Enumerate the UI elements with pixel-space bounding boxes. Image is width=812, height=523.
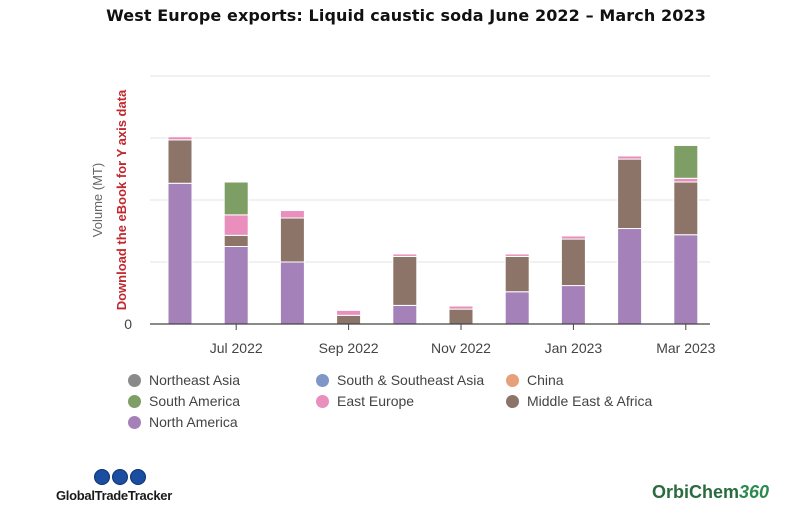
legend-item[interactable]: East Europe <box>316 393 506 409</box>
bar-segment <box>167 139 193 184</box>
bar-segment <box>336 309 362 316</box>
legend-label: China <box>527 372 564 388</box>
bar-segment <box>560 285 586 325</box>
bar-segment <box>392 255 418 306</box>
legend-marker-icon <box>128 373 141 387</box>
bar-segment <box>392 253 418 257</box>
legend-label: South America <box>149 393 241 409</box>
bar-segment <box>617 158 643 230</box>
legend-label: North America <box>149 414 238 430</box>
bar-segment <box>448 305 474 310</box>
legend-marker-icon <box>316 373 329 387</box>
x-axis-ticks: Jul 2022 Sep 2022 Nov 2022 Jan 2023 Mar 2023 <box>210 324 716 356</box>
legend-item[interactable]: Middle East & Africa <box>506 393 726 409</box>
globe-icons <box>94 469 196 485</box>
legend-label: East Europe <box>337 393 415 409</box>
orbichem-logo-number: 360 <box>739 482 770 502</box>
legend-item[interactable]: North America <box>128 414 316 430</box>
bar-segment <box>504 253 530 257</box>
bar-segment <box>167 182 193 325</box>
bar-segment <box>673 144 699 179</box>
bar-segment <box>167 136 193 141</box>
bar-segment <box>223 181 249 216</box>
bar-segment <box>279 210 305 219</box>
bar-segment <box>223 214 249 236</box>
x-tick-label: Sep 2022 <box>319 340 379 356</box>
bar-segment <box>336 314 362 325</box>
gtt-logo-text: GlobalTradeTracker <box>56 488 172 503</box>
globe-icon <box>130 469 146 485</box>
bar-segment <box>617 228 643 325</box>
legend-marker-icon <box>506 373 519 387</box>
bar-segment <box>673 177 699 183</box>
legend: Northeast Asia South & Southeast Asia Chin… <box>128 372 748 430</box>
bar-segment <box>504 255 530 293</box>
bar-segment <box>504 291 530 325</box>
y-axis-ticks: 0 <box>124 316 132 332</box>
x-tick-label: Jul 2022 <box>210 340 263 356</box>
globaltradetracker-logo: GlobalTradeTracker <box>56 469 196 509</box>
bar-segment <box>448 308 474 325</box>
bars <box>167 136 699 325</box>
globe-icon <box>94 469 110 485</box>
legend-label: Middle East & Africa <box>527 393 653 409</box>
bar-segment <box>560 238 586 287</box>
legend-marker-icon <box>316 394 329 408</box>
y-axis-label: Volume (MT) <box>90 163 105 237</box>
legend-item[interactable]: South & Southeast Asia <box>316 372 506 388</box>
legend-label: Northeast Asia <box>149 372 241 388</box>
x-tick-label: Nov 2022 <box>431 340 491 356</box>
x-tick-label: Mar 2023 <box>656 340 715 356</box>
bar-segment <box>617 155 643 160</box>
bar-segment <box>392 304 418 325</box>
bar-segment <box>223 246 249 325</box>
bar-segment <box>560 235 586 240</box>
legend-marker-icon <box>128 415 141 429</box>
y-tick-label: 0 <box>124 316 132 332</box>
bar-segment <box>673 181 699 236</box>
orbichem-logo: OrbiChem360 <box>652 482 769 503</box>
orbichem-logo-text: OrbiChem <box>652 482 740 502</box>
legend-item[interactable]: Northeast Asia <box>128 372 316 388</box>
y-axis-note: Download the eBook for Y axis data <box>114 89 129 310</box>
chart-title: West Europe exports: Liquid caustic soda… <box>106 6 706 25</box>
legend-item[interactable]: South America <box>128 393 316 409</box>
legend-label: South & Southeast Asia <box>337 372 485 388</box>
bar-segment <box>223 234 249 247</box>
globe-icon <box>112 469 128 485</box>
legend-marker-icon <box>506 394 519 408</box>
bar-segment <box>673 234 699 325</box>
legend-item[interactable]: China <box>506 372 726 388</box>
legend-marker-icon <box>128 394 141 408</box>
bar-segment <box>279 217 305 263</box>
bar-segment <box>279 261 305 325</box>
x-tick-label: Jan 2023 <box>545 340 603 356</box>
